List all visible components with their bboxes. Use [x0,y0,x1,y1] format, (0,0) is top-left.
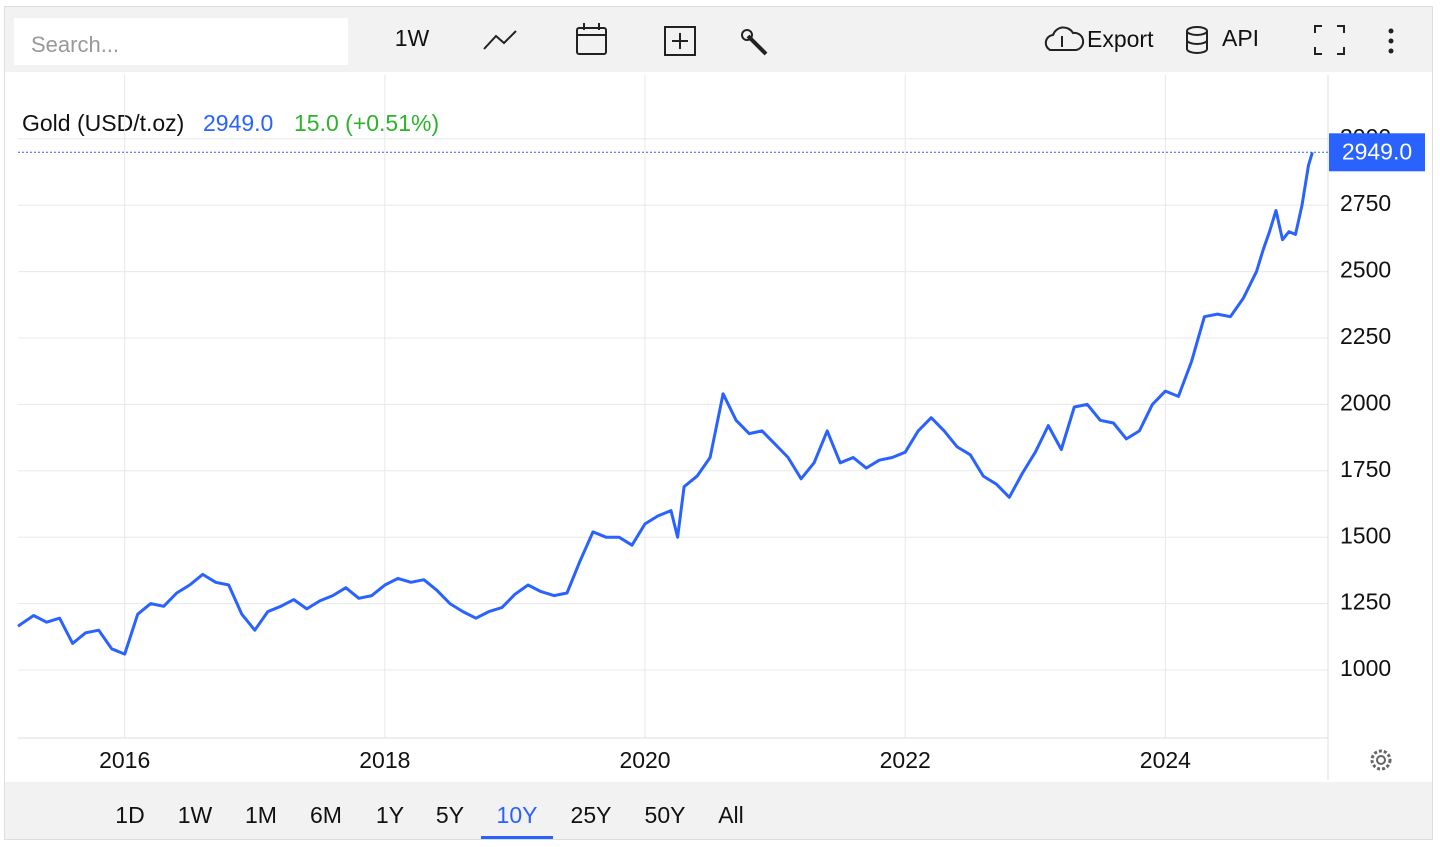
range-button[interactable]: All [718,802,744,828]
api-button[interactable]: API [1222,25,1259,51]
range-button[interactable]: 1Y [376,802,404,828]
y-tick-label: 2250 [1340,323,1391,349]
range-button[interactable]: 1W [178,802,213,828]
y-tick-label: 1250 [1340,589,1391,615]
range-button[interactable]: 10Y [497,802,538,828]
chart-title: Gold (USD/t.oz) [22,110,184,136]
range-button[interactable]: 5Y [436,802,464,828]
last-price-tag-label: 2949.0 [1342,138,1412,164]
x-tick-label: 2024 [1140,747,1191,773]
menu-icon[interactable] [1388,28,1394,54]
search-placeholder: Search... [31,32,119,57]
price-line [17,151,1314,656]
range-button[interactable]: 50Y [645,802,686,828]
y-tick-label: 2750 [1340,190,1391,216]
calendar-icon[interactable] [576,23,607,55]
x-tick-label: 2018 [359,747,410,773]
api-icon[interactable] [1186,26,1208,54]
price-change: 15.0 (+0.51%) [294,110,439,136]
x-tick-label: 2020 [619,747,670,773]
gear-icon[interactable] [1370,749,1392,771]
range-button[interactable]: 1M [245,802,277,828]
active-range-underline [481,836,553,839]
range-button[interactable]: 25Y [571,802,612,828]
y-tick-label: 2500 [1340,257,1391,283]
export-button[interactable]: Export [1087,26,1154,52]
x-tick-label: 2022 [880,747,931,773]
compare-icon[interactable] [664,26,696,56]
search-box[interactable] [14,18,348,65]
export-icon[interactable] [1044,26,1085,51]
last-price-tag [1329,133,1425,172]
range-button[interactable]: 6M [310,802,342,828]
last-price: 2949.0 [203,110,273,136]
settings-wrench-icon[interactable] [741,29,768,56]
interval-button[interactable]: 1W [395,25,430,51]
range-bar [5,782,1432,839]
y-tick-label: 2000 [1340,389,1391,415]
y-tick-label: 1000 [1340,655,1391,681]
x-tick-label: 2016 [99,747,150,773]
chart-type-icon[interactable] [483,30,517,50]
y-tick-label: 1500 [1340,522,1391,548]
range-button[interactable]: 1D [115,802,144,828]
fullscreen-icon[interactable] [1314,25,1345,55]
y-tick-label: 1750 [1340,456,1391,482]
grid [18,75,1328,738]
